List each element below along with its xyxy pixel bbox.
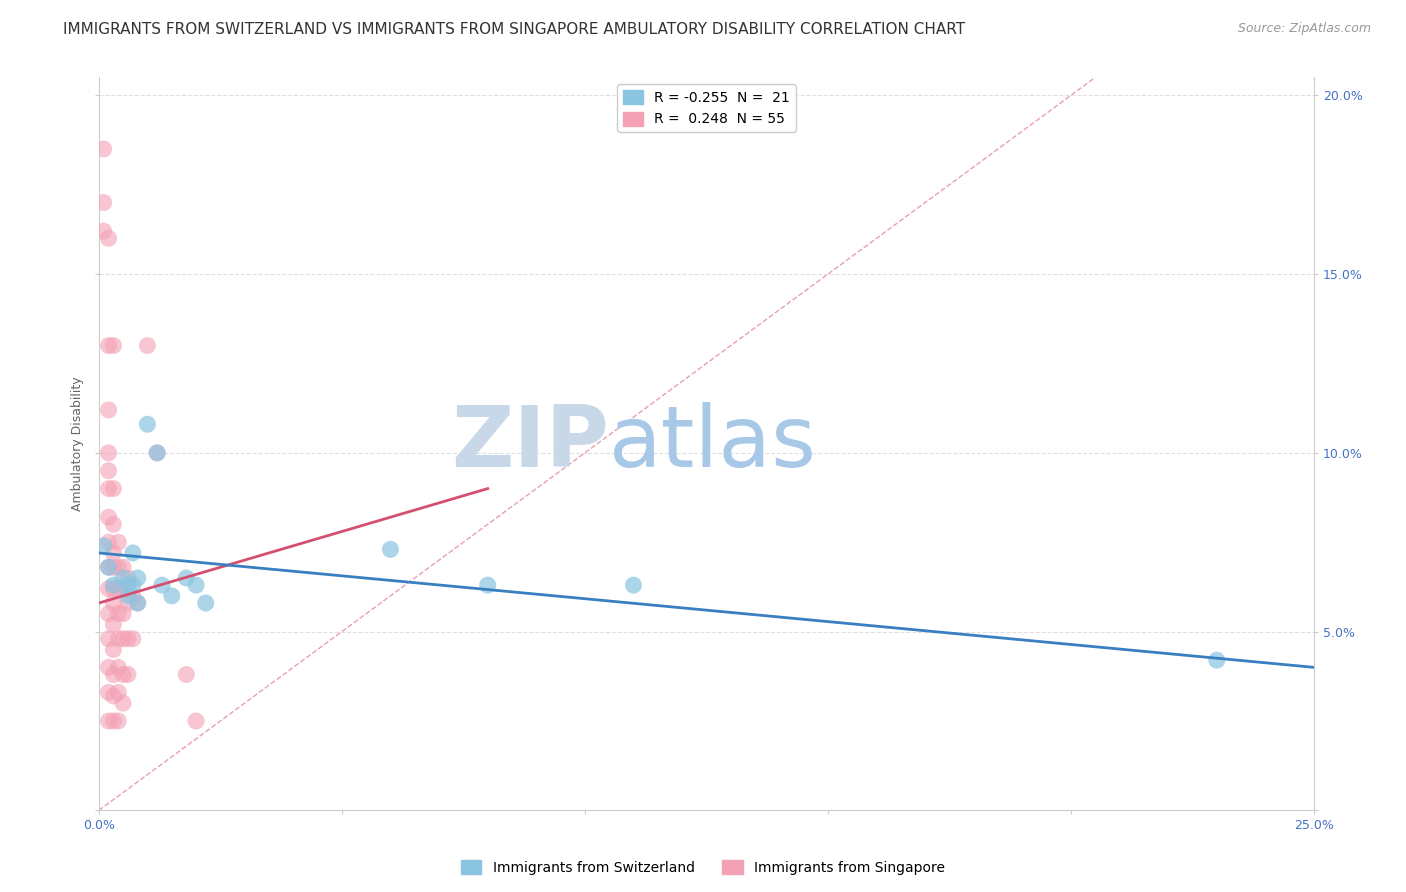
Point [103, 578, 125, 592]
Point [1205, 653, 1227, 667]
Point [93, 142, 115, 156]
Point [103, 338, 125, 352]
Point [107, 685, 129, 699]
Point [107, 607, 129, 621]
Point [121, 589, 143, 603]
Point [176, 571, 198, 585]
Point [103, 689, 125, 703]
Point [97, 560, 120, 574]
Point [112, 632, 135, 646]
Point [97, 632, 120, 646]
Point [136, 338, 159, 352]
Point [112, 607, 135, 621]
Point [97, 510, 120, 524]
Point [112, 571, 135, 585]
Point [97, 582, 120, 596]
Point [112, 560, 135, 574]
Point [176, 667, 198, 681]
Point [127, 596, 149, 610]
Point [97, 231, 120, 245]
Point [112, 582, 135, 596]
Point [112, 667, 135, 681]
Point [150, 578, 173, 592]
Point [103, 582, 125, 596]
Point [184, 578, 207, 592]
Point [477, 578, 499, 592]
Text: IMMIGRANTS FROM SWITZERLAND VS IMMIGRANTS FROM SINGAPORE AMBULATORY DISABILITY C: IMMIGRANTS FROM SWITZERLAND VS IMMIGRANT… [63, 22, 966, 37]
Point [103, 546, 125, 560]
Point [97, 685, 120, 699]
Point [103, 596, 125, 610]
Point [97, 338, 120, 352]
Point [103, 714, 125, 728]
Point [93, 195, 115, 210]
Point [184, 714, 207, 728]
Point [380, 542, 402, 557]
Point [97, 535, 120, 549]
Point [146, 446, 169, 460]
Point [93, 539, 115, 553]
Point [97, 560, 120, 574]
Point [107, 660, 129, 674]
Point [117, 667, 139, 681]
Point [194, 596, 217, 610]
Point [107, 535, 129, 549]
Point [97, 660, 120, 674]
Point [127, 571, 149, 585]
Point [121, 578, 143, 592]
Point [97, 607, 120, 621]
Point [117, 571, 139, 585]
Point [103, 642, 125, 657]
Point [103, 667, 125, 681]
Point [97, 714, 120, 728]
Point [117, 589, 139, 603]
Point [112, 696, 135, 710]
Point [117, 596, 139, 610]
Text: atlas: atlas [609, 402, 817, 485]
Point [103, 482, 125, 496]
Point [107, 582, 129, 596]
Point [146, 446, 169, 460]
Point [136, 417, 159, 432]
Point [103, 517, 125, 532]
Point [121, 632, 143, 646]
Legend: Immigrants from Switzerland, Immigrants from Singapore: Immigrants from Switzerland, Immigrants … [456, 855, 950, 880]
Point [127, 596, 149, 610]
Point [97, 464, 120, 478]
Point [107, 714, 129, 728]
Y-axis label: Ambulatory Disability: Ambulatory Disability [72, 376, 84, 511]
Point [160, 589, 183, 603]
Point [97, 482, 120, 496]
Point [97, 403, 120, 417]
Text: Source: ZipAtlas.com: Source: ZipAtlas.com [1237, 22, 1371, 36]
Text: ZIP: ZIP [451, 402, 609, 485]
Point [107, 560, 129, 574]
Legend: R = -0.255  N =  21, R =  0.248  N = 55: R = -0.255 N = 21, R = 0.248 N = 55 [617, 85, 796, 132]
Point [103, 617, 125, 632]
Point [107, 632, 129, 646]
Point [121, 546, 143, 560]
Point [103, 560, 125, 574]
Point [97, 446, 120, 460]
Point [117, 632, 139, 646]
Point [117, 578, 139, 592]
Point [93, 224, 115, 238]
Point [623, 578, 645, 592]
